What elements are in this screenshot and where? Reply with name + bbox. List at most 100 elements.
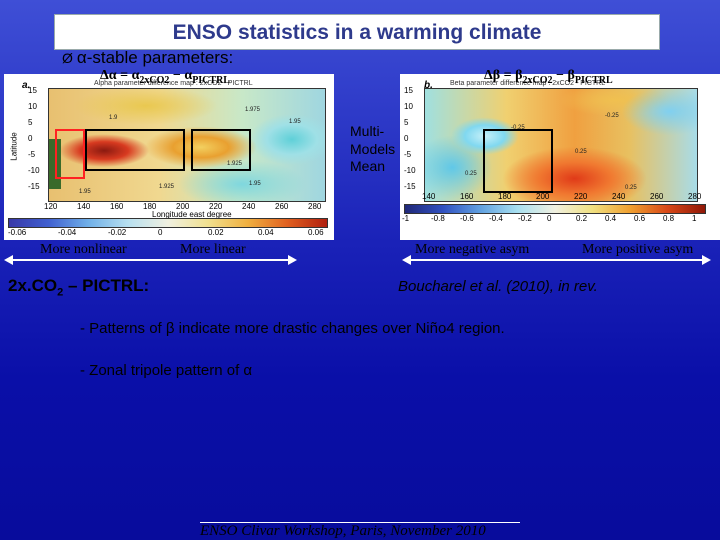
latitude-tick: 10: [28, 102, 37, 111]
alpha-formula: Δα = α2xCO2 − αPICTRL: [100, 68, 230, 86]
period-prefix: 2x.CO: [8, 276, 58, 295]
longitude-tick: 140: [77, 202, 91, 211]
longitude-tick: 180: [143, 202, 157, 211]
latitude-tick: -5: [404, 150, 412, 159]
formula-part: Δβ = β: [484, 68, 523, 83]
colorbar-tick: 0: [158, 228, 163, 237]
region-box-west: [85, 129, 185, 171]
contour-label: 0.25: [625, 185, 637, 191]
longitude-tick: 260: [275, 202, 289, 211]
longitude-tick: 160: [460, 192, 474, 201]
colorbar-tick: -0.6: [460, 214, 474, 223]
beta-formula: Δβ = β2xCO2 − βPICTRL: [484, 68, 613, 86]
period-label: 2x.CO2 – PICTRL:: [8, 276, 149, 298]
latitude-tick: 5: [28, 118, 33, 127]
alpha-map-image: 1.975 1.95 1.925 1.9 1.95 1.925 1.95: [48, 88, 326, 202]
latitude-tick: 10: [404, 102, 413, 111]
colorbar-tick: 0.02: [208, 228, 224, 237]
citation: Boucharel et al. (2010), in rev.: [398, 278, 598, 295]
longitude-tick: 240: [612, 192, 626, 201]
alpha-map-title: Alpha parameter difference map : 2xCO2 -…: [94, 80, 253, 87]
alpha-difference-map-panel: a. Alpha parameter difference map : 2xCO…: [4, 74, 334, 240]
longitude-axis-label: Longitude east degree: [152, 210, 232, 219]
contour-label: 1.925: [227, 161, 243, 167]
formula-part: − α: [169, 68, 193, 83]
beta-map-title: Beta parameter difference map : 2xCO2 - …: [450, 80, 606, 87]
finding-alpha: - Zonal tripole pattern of α: [80, 362, 253, 379]
longitude-tick: 200: [536, 192, 550, 201]
colorbar-tick: 0.2: [576, 214, 588, 223]
colorbar-tick: -1: [402, 214, 410, 223]
contour-label: 1.9: [109, 115, 118, 121]
colorbar-tick: -0.02: [108, 228, 127, 237]
contour-label: 1.95: [289, 119, 301, 125]
beta-colorbar: [404, 204, 706, 214]
colorbar-tick: 0.6: [634, 214, 646, 223]
formula-sub: 2xCO2: [522, 74, 553, 86]
alpha-colorbar: [8, 218, 328, 228]
contour-label: 1.95: [79, 189, 91, 195]
colorbar-tick: 0.4: [605, 214, 617, 223]
longitude-tick: 120: [44, 202, 58, 211]
bullet-text: α-stable parameters:: [76, 48, 234, 67]
colorbar-tick: -0.06: [8, 228, 27, 237]
multi-label-line: Multi-: [350, 123, 385, 139]
beta-map-image: -0.25 -0.25 0.25 0.25 0.25: [424, 88, 698, 202]
latitude-tick: 0: [404, 134, 409, 143]
period-suffix: – PICTRL:: [63, 276, 150, 295]
colorbar-tick: 0.04: [258, 228, 274, 237]
colorbar-tick: 0: [547, 214, 552, 223]
footer: ENSO Clivar Workshop, Paris, November 20…: [200, 522, 520, 540]
region-box-nino4: [483, 129, 553, 193]
latitude-tick: -15: [28, 182, 40, 191]
longitude-tick: 220: [574, 192, 588, 201]
contour-label: -0.25: [605, 113, 619, 119]
longitude-tick: 180: [498, 192, 512, 201]
colorbar-tick: -0.04: [58, 228, 77, 237]
colorbar-tick: 0.06: [308, 228, 324, 237]
latitude-tick: 15: [404, 86, 413, 95]
panel-letter-b: b.: [424, 80, 433, 91]
latitude-tick: 5: [404, 118, 409, 127]
latitude-tick: 15: [28, 86, 37, 95]
region-box-east: [191, 129, 251, 171]
latitude-axis-label: Latitude: [9, 132, 19, 161]
finding-beta: - Patterns of β indicate more drastic ch…: [80, 320, 505, 337]
longitude-tick: 200: [176, 202, 190, 211]
colorbar-tick: -0.2: [518, 214, 532, 223]
formula-sub: PICTRL: [574, 74, 613, 86]
longitude-tick: 160: [110, 202, 124, 211]
latitude-tick: 0: [28, 134, 33, 143]
latitude-tick: -10: [404, 166, 416, 175]
formula-part: − β: [552, 68, 575, 83]
region-box-red: [55, 129, 85, 179]
longitude-tick: 280: [308, 202, 322, 211]
colorbar-tick: -0.4: [489, 214, 503, 223]
more-linear-label: More linear: [180, 242, 246, 257]
multi-label-line: Models: [350, 140, 396, 157]
contour-label: -0.25: [511, 125, 525, 131]
multi-label-line: Mean: [350, 158, 386, 174]
latitude-tick: -10: [28, 166, 40, 175]
formula-sub: 2xCO2: [139, 74, 170, 86]
longitude-tick: 140: [422, 192, 436, 201]
longitude-tick: 240: [242, 202, 256, 211]
contour-label: 1.925: [159, 184, 175, 190]
contour-label: 0.25: [575, 149, 587, 155]
multi-models-mean-label: Multi- Models Mean: [350, 123, 395, 176]
period-sub: 2: [57, 286, 64, 299]
latitude-tick: -15: [404, 182, 416, 191]
contour-label: 1.975: [245, 107, 261, 113]
contour-label: 1.95: [249, 181, 261, 187]
more-nonlinear-label: More nonlinear: [40, 242, 127, 257]
more-positive-asym-label: More positive asym: [582, 242, 694, 257]
more-negative-asym-label: More negative asym: [415, 242, 530, 257]
panel-letter-a: a.: [22, 80, 31, 91]
formula-sub: PICTRL: [192, 74, 230, 86]
colorbar-tick: 1: [692, 214, 697, 223]
longitude-tick: 280: [688, 192, 702, 201]
longitude-tick: 260: [650, 192, 664, 201]
bullet-arrow-icon: Ø: [62, 50, 73, 66]
formula-part: Δα = α: [100, 68, 140, 83]
